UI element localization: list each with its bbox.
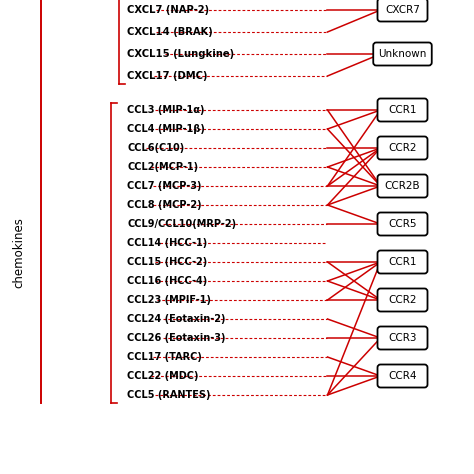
FancyBboxPatch shape	[377, 0, 428, 21]
Text: CXCL7 (NAP-2): CXCL7 (NAP-2)	[128, 5, 210, 15]
Text: CCL26 (Eotaxin-3): CCL26 (Eotaxin-3)	[128, 333, 226, 343]
FancyBboxPatch shape	[377, 327, 428, 349]
Text: CCR3: CCR3	[388, 333, 417, 343]
Text: CCR2: CCR2	[388, 143, 417, 153]
Text: CCL5 (RANTES): CCL5 (RANTES)	[128, 390, 211, 400]
Text: CCR4: CCR4	[388, 371, 417, 381]
Text: CXCL15 (Lungkine): CXCL15 (Lungkine)	[128, 49, 235, 59]
Text: CCR1: CCR1	[388, 105, 417, 115]
Text: CCR2: CCR2	[388, 295, 417, 305]
Text: CCL4 (MIP-1β): CCL4 (MIP-1β)	[128, 124, 205, 134]
Text: CCL22 (MDC): CCL22 (MDC)	[128, 371, 199, 381]
Text: CCL17 (TARC): CCL17 (TARC)	[128, 352, 202, 362]
Text: CCL3 (MIP-1α): CCL3 (MIP-1α)	[128, 105, 205, 115]
Text: CCL7 (MCP-3): CCL7 (MCP-3)	[128, 181, 202, 191]
FancyBboxPatch shape	[377, 365, 428, 388]
FancyBboxPatch shape	[377, 99, 428, 121]
FancyBboxPatch shape	[377, 174, 428, 198]
Text: Unknown: Unknown	[378, 49, 427, 59]
Text: CCR5: CCR5	[388, 219, 417, 229]
Text: CCL15 (HCC-2): CCL15 (HCC-2)	[128, 257, 208, 267]
FancyBboxPatch shape	[373, 43, 432, 65]
Text: CXCL14 (BRAK): CXCL14 (BRAK)	[128, 27, 213, 37]
Text: CXCR7: CXCR7	[385, 5, 420, 15]
Text: CCR1: CCR1	[388, 257, 417, 267]
FancyBboxPatch shape	[377, 289, 428, 311]
Text: CCL24 (Eotaxin-2): CCL24 (Eotaxin-2)	[128, 314, 226, 324]
Text: CCR2B: CCR2B	[385, 181, 420, 191]
Text: chemokines: chemokines	[12, 217, 26, 288]
Text: CXCL17 (DMC): CXCL17 (DMC)	[128, 71, 208, 81]
FancyBboxPatch shape	[377, 250, 428, 273]
Text: CCL6(C10): CCL6(C10)	[128, 143, 185, 153]
Text: CCL2(MCP-1): CCL2(MCP-1)	[128, 162, 199, 172]
FancyBboxPatch shape	[377, 212, 428, 236]
Text: CCL8 (MCP-2): CCL8 (MCP-2)	[128, 200, 202, 210]
Text: CCL23 (MPIF-1): CCL23 (MPIF-1)	[128, 295, 211, 305]
Text: CCL16 (HCC-4): CCL16 (HCC-4)	[128, 276, 208, 286]
Text: CCL9/CCL10(MRP-2): CCL9/CCL10(MRP-2)	[128, 219, 237, 229]
Text: CCL14 (HCC-1): CCL14 (HCC-1)	[128, 238, 208, 248]
FancyBboxPatch shape	[377, 137, 428, 159]
